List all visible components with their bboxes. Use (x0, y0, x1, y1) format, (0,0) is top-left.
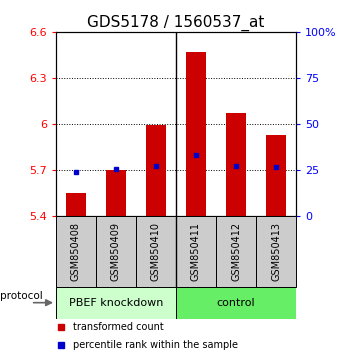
Text: GSM850412: GSM850412 (231, 222, 241, 281)
Title: GDS5178 / 1560537_at: GDS5178 / 1560537_at (87, 14, 265, 30)
Bar (176, 287, 296, 319)
Bar (106, 170, 126, 216)
Bar (256, 216, 296, 287)
Bar (226, 113, 246, 216)
Text: GSM850408: GSM850408 (71, 222, 81, 281)
Text: transformed count: transformed count (73, 322, 164, 332)
Text: GSM850409: GSM850409 (111, 222, 121, 281)
Text: GSM850411: GSM850411 (191, 222, 201, 281)
Bar (96, 216, 136, 287)
Bar (146, 125, 166, 216)
Text: GSM850410: GSM850410 (151, 222, 161, 281)
Bar (136, 216, 176, 287)
Text: PBEF knockdown: PBEF knockdown (69, 298, 163, 308)
Text: percentile rank within the sample: percentile rank within the sample (73, 340, 238, 350)
Text: GSM850413: GSM850413 (271, 222, 281, 281)
Bar (266, 135, 286, 216)
Bar (216, 216, 256, 287)
Bar (186, 52, 206, 216)
Bar (176, 216, 216, 287)
Bar (56, 287, 176, 319)
Text: control: control (217, 298, 255, 308)
Bar (66, 193, 86, 216)
Bar (56, 216, 96, 287)
Text: protocol: protocol (0, 291, 43, 301)
